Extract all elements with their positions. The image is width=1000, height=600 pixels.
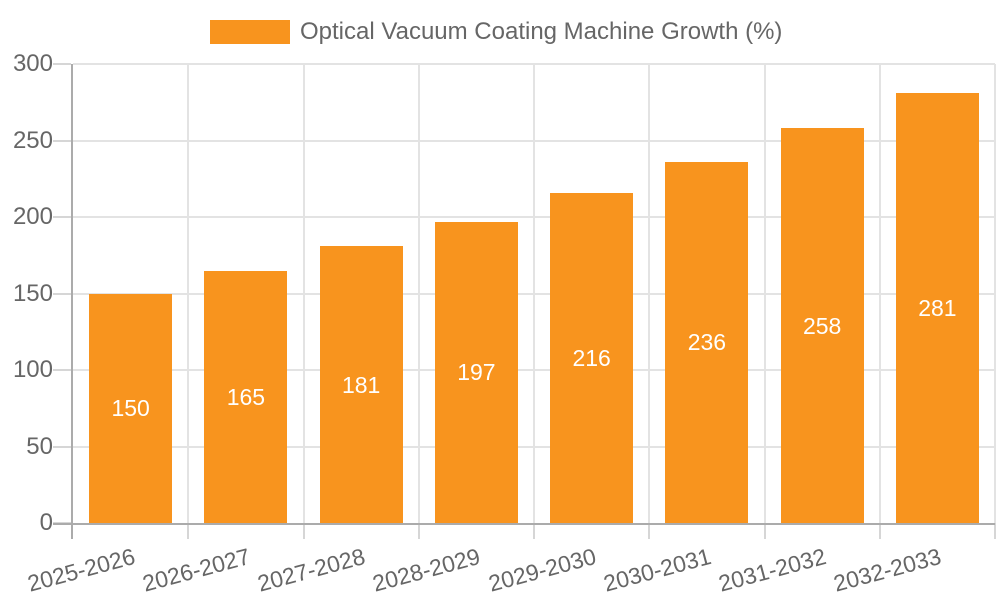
- y-axis-tick-label: 50: [26, 432, 53, 460]
- bar[interactable]: [89, 293, 173, 523]
- legend-label: Optical Vacuum Coating Machine Growth (%…: [300, 18, 783, 45]
- x-axis-tick: [302, 523, 305, 539]
- bar-value-label: 281: [918, 295, 957, 322]
- bar-value-label: 150: [111, 395, 150, 422]
- y-axis-line: [71, 64, 73, 539]
- y-axis-tick-label: 150: [12, 279, 53, 307]
- y-axis-tick: [53, 369, 71, 371]
- bar-value-label: 216: [572, 344, 611, 371]
- legend-swatch: [210, 20, 290, 44]
- vertical-gridline: [302, 64, 305, 523]
- y-axis-tick-label: 300: [12, 50, 53, 77]
- plot-area: 0 50 100 150 200 250 300 150 2025-2026 165 2026-20…: [13, 50, 996, 597]
- bar[interactable]: [319, 246, 403, 523]
- bar[interactable]: [204, 270, 288, 523]
- vertical-gridline: [648, 64, 651, 523]
- x-axis-tick: [417, 523, 420, 539]
- legend-item[interactable]: Optical Vacuum Coating Machine Growth (%…: [210, 19, 782, 45]
- y-axis-tick-label: 100: [12, 356, 53, 383]
- y-axis-tick: [53, 139, 71, 142]
- bar-value-label: 181: [341, 371, 381, 398]
- x-axis-tick: [187, 523, 190, 539]
- y-axis-tick-label: 200: [12, 203, 53, 230]
- bar-value-label: 197: [457, 359, 496, 386]
- x-axis-tick: [763, 523, 766, 539]
- y-axis-tick: [53, 292, 71, 295]
- x-axis-tick: [878, 523, 881, 539]
- bar-value-label: 165: [226, 383, 266, 410]
- vertical-gridline: [994, 64, 996, 523]
- vertical-gridline: [533, 64, 535, 523]
- bar[interactable]: [895, 93, 979, 523]
- x-axis-line: [53, 523, 995, 525]
- vertical-gridline: [417, 64, 420, 523]
- y-axis-tick-label: 0: [39, 509, 53, 536]
- bar-value-label: 258: [802, 312, 842, 339]
- y-axis-tick: [53, 216, 71, 218]
- y-axis-tick-label: 250: [12, 126, 53, 154]
- bar[interactable]: [434, 221, 518, 523]
- vertical-gridline: [878, 64, 881, 523]
- y-axis-tick: [53, 445, 71, 448]
- bar[interactable]: [665, 161, 749, 523]
- x-axis-tick: [533, 523, 535, 539]
- vertical-gridline: [763, 64, 766, 523]
- x-axis-tick: [648, 523, 651, 539]
- bar-value-label: 236: [687, 329, 727, 356]
- vertical-gridline: [187, 64, 190, 523]
- y-axis-tick: [53, 63, 71, 65]
- bar[interactable]: [780, 128, 864, 523]
- bar[interactable]: [550, 192, 634, 523]
- x-axis-tick: [994, 523, 996, 539]
